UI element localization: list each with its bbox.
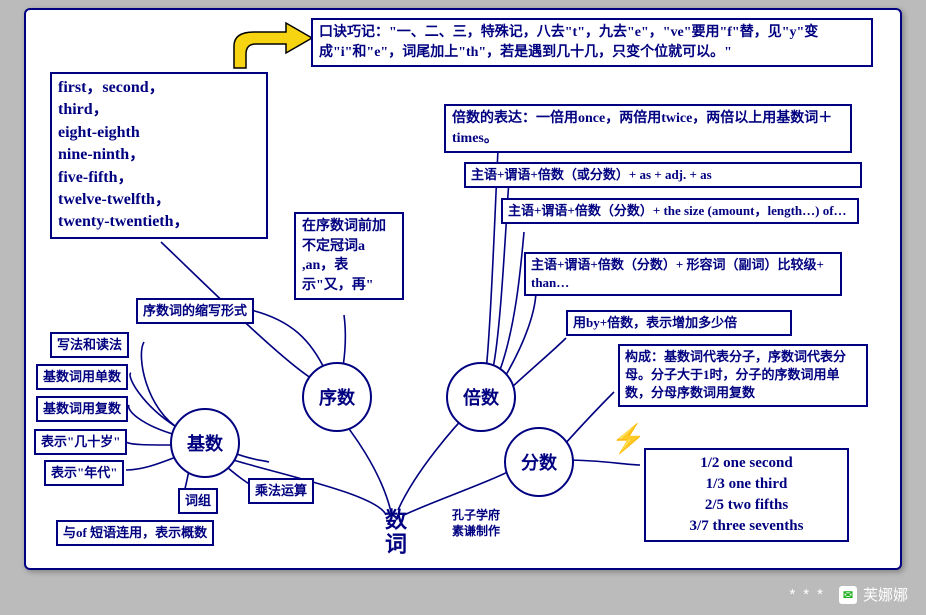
box-size-of: 主语+谓语+倍数（分数）+ the size (amount，length…) …	[501, 198, 859, 224]
node-xushu: 序数	[302, 362, 372, 432]
footer-brand-text: 芙娜娜	[863, 584, 908, 605]
box-cardinal-sing: 基数词用单数	[36, 364, 128, 390]
box-cardinal-plur: 基数词用复数	[36, 396, 128, 422]
box-frac-ex: 1/2 one second 1/3 one third 2/5 two fif…	[644, 448, 849, 542]
box-abbrev: 序数词的缩写形式	[136, 298, 254, 324]
box-mult: 乘法运算	[248, 478, 314, 504]
node-beishu: 倍数	[446, 362, 516, 432]
node-label: 倍数	[463, 384, 499, 410]
footer-brand: *** ✉ 芙娜娜	[789, 584, 908, 605]
node-label: 基数	[187, 430, 223, 456]
node-label: 分数	[521, 449, 557, 475]
node-jishu: 基数	[170, 408, 240, 478]
node-label: 序数	[319, 384, 355, 410]
box-teens: 表示"几十岁"	[34, 429, 127, 455]
box-of-phrase: 与of 短语连用，表示概数	[56, 520, 214, 546]
box-phrase: 词组	[178, 488, 218, 514]
box-ordinals: first，second， third， eight-eighth nine-n…	[50, 72, 268, 239]
credit-text: 孔子学府 素谦制作	[452, 508, 500, 539]
box-by: 用by+倍数，表示增加多少倍	[566, 310, 792, 336]
diagram-card: 口诀巧记："一、二、三，特殊记，八去"t"，九去"e"，"ve"要用"f"替，见…	[24, 8, 902, 570]
box-pronun: 写法和读法	[50, 332, 129, 358]
root-label: 数词	[378, 508, 410, 556]
arrow-icon	[216, 20, 316, 75]
lightning-icon: ⚡	[611, 422, 646, 456]
box-multi-expr: 倍数的表达：一倍用once，两倍用twice，两倍以上用基数词＋times。	[444, 104, 852, 153]
box-frac-struct: 构成：基数词代表分子，序数词代表分母。分子大于1时，分子的序数词用单数，分母序数…	[618, 344, 868, 407]
box-decade: 表示"年代"	[44, 460, 124, 486]
box-than: 主语+谓语+倍数（分数）+ 形容词（副词）比较级+ than…	[524, 252, 842, 296]
box-again: 在序数词前加不定冠词a ,an，表示"又，再"	[294, 212, 404, 300]
box-as-as: 主语+谓语+倍数（或分数）+ as + adj. + as	[464, 162, 862, 188]
node-fenshu: 分数	[504, 427, 574, 497]
box-mnemonic: 口诀巧记："一、二、三，特殊记，八去"t"，九去"e"，"ve"要用"f"替，见…	[311, 18, 873, 67]
wechat-icon: ✉	[839, 586, 857, 604]
footer-marks: ***	[789, 586, 831, 603]
